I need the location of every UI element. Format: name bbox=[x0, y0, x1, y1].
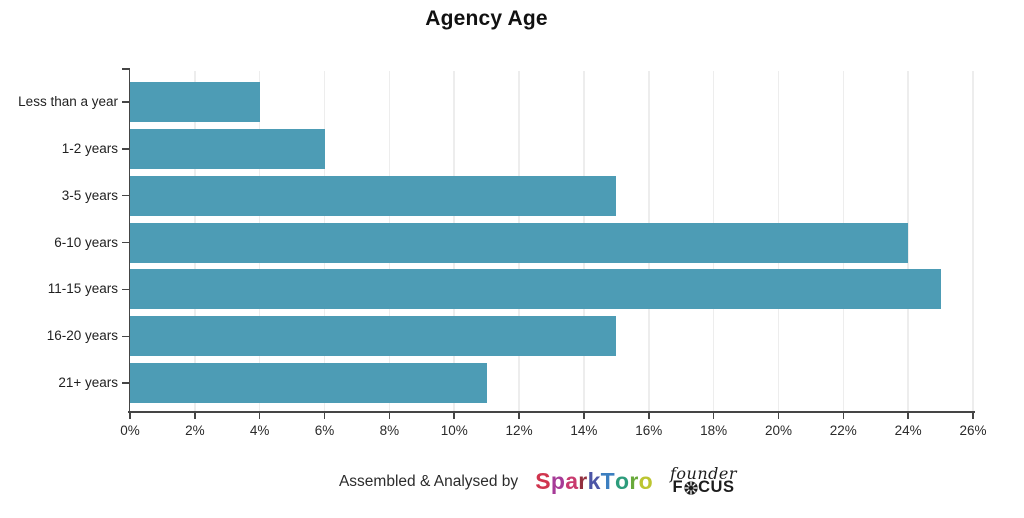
category-label: 11-15 years bbox=[47, 281, 118, 297]
category-label: 6-10 years bbox=[54, 234, 118, 250]
y-tick bbox=[121, 288, 129, 291]
x-tick-label: 26% bbox=[959, 423, 987, 438]
y-axis-end-tick bbox=[121, 68, 130, 70]
x-tick-label: 12% bbox=[505, 423, 533, 438]
y-axis-line bbox=[128, 68, 130, 412]
founderfocus-logo: founder F CUS bbox=[670, 466, 737, 496]
x-axis-line bbox=[128, 411, 975, 413]
bar bbox=[130, 269, 941, 310]
x-tick-label: 24% bbox=[894, 423, 922, 438]
x-tick bbox=[194, 412, 196, 419]
x-tick bbox=[777, 412, 780, 419]
title-wrap: Agency Age bbox=[0, 0, 973, 31]
x-tick-label: 16% bbox=[635, 423, 663, 438]
bar bbox=[130, 222, 909, 263]
plot-area: Less than a year 1-2 years 3-5 years 6-10 y… bbox=[18, 68, 987, 438]
sparktoro-letter: p bbox=[550, 467, 566, 494]
x-tick-label: 10% bbox=[440, 423, 468, 438]
sparktoro-letter: a bbox=[565, 467, 579, 494]
y-tick bbox=[121, 194, 129, 197]
x-tick bbox=[583, 412, 585, 419]
y-tick bbox=[121, 241, 129, 244]
x-tick-label: 0% bbox=[120, 423, 140, 438]
founderfocus-script-text: founder bbox=[670, 464, 738, 484]
sparktoro-letter: o bbox=[615, 467, 630, 494]
x-tick bbox=[712, 412, 715, 419]
category-label: 1-2 years bbox=[61, 140, 118, 156]
sparktoro-letter: S bbox=[535, 467, 551, 494]
x-tick-label: 22% bbox=[829, 423, 857, 438]
x-tick-label: 18% bbox=[700, 423, 728, 438]
x-tick-label: 4% bbox=[249, 423, 270, 438]
focus-prefix: F bbox=[672, 478, 684, 497]
y-tick bbox=[121, 335, 129, 337]
bar bbox=[130, 175, 617, 216]
category-label: 21+ years bbox=[58, 375, 118, 391]
category-label: Less than a year bbox=[18, 94, 118, 109]
y-tick bbox=[121, 101, 129, 103]
sparktoro-letter: T bbox=[600, 467, 616, 494]
x-tick bbox=[518, 412, 520, 419]
sparktoro-letter: k bbox=[587, 467, 601, 494]
x-tick bbox=[842, 412, 845, 419]
sparktoro-letter: r bbox=[629, 467, 639, 494]
gridline bbox=[907, 71, 909, 411]
x-tick-label: 20% bbox=[764, 423, 792, 438]
x-tick bbox=[129, 412, 131, 419]
x-tick bbox=[323, 412, 326, 419]
bar bbox=[130, 128, 325, 169]
category-label: 3-5 years bbox=[61, 187, 118, 203]
x-tick bbox=[972, 412, 974, 419]
x-tick-label: 8% bbox=[379, 423, 400, 438]
x-tick-label: 6% bbox=[314, 423, 335, 438]
x-tick-label: 2% bbox=[185, 423, 205, 438]
focus-suffix: CUS bbox=[698, 478, 735, 497]
x-tick bbox=[388, 412, 391, 419]
sparktoro-letter: o bbox=[638, 467, 653, 494]
bar bbox=[130, 82, 260, 122]
x-tick bbox=[648, 412, 650, 419]
x-tick bbox=[258, 412, 261, 419]
founderfocus-focus-text: F CUS bbox=[673, 479, 735, 496]
sparktoro-letter: r bbox=[578, 467, 588, 494]
bar bbox=[130, 363, 487, 404]
x-tick bbox=[453, 412, 455, 419]
gridline bbox=[972, 71, 974, 411]
category-label: 16-20 years bbox=[46, 328, 118, 344]
x-tick bbox=[907, 412, 909, 419]
aperture-icon bbox=[683, 480, 698, 495]
chart-title: Agency Age bbox=[425, 7, 548, 30]
y-tick bbox=[121, 148, 129, 150]
attribution-text: Assembled & Analysed by bbox=[338, 473, 519, 490]
bar bbox=[130, 316, 617, 357]
y-tick bbox=[121, 382, 129, 384]
x-tick-label: 14% bbox=[570, 423, 598, 438]
